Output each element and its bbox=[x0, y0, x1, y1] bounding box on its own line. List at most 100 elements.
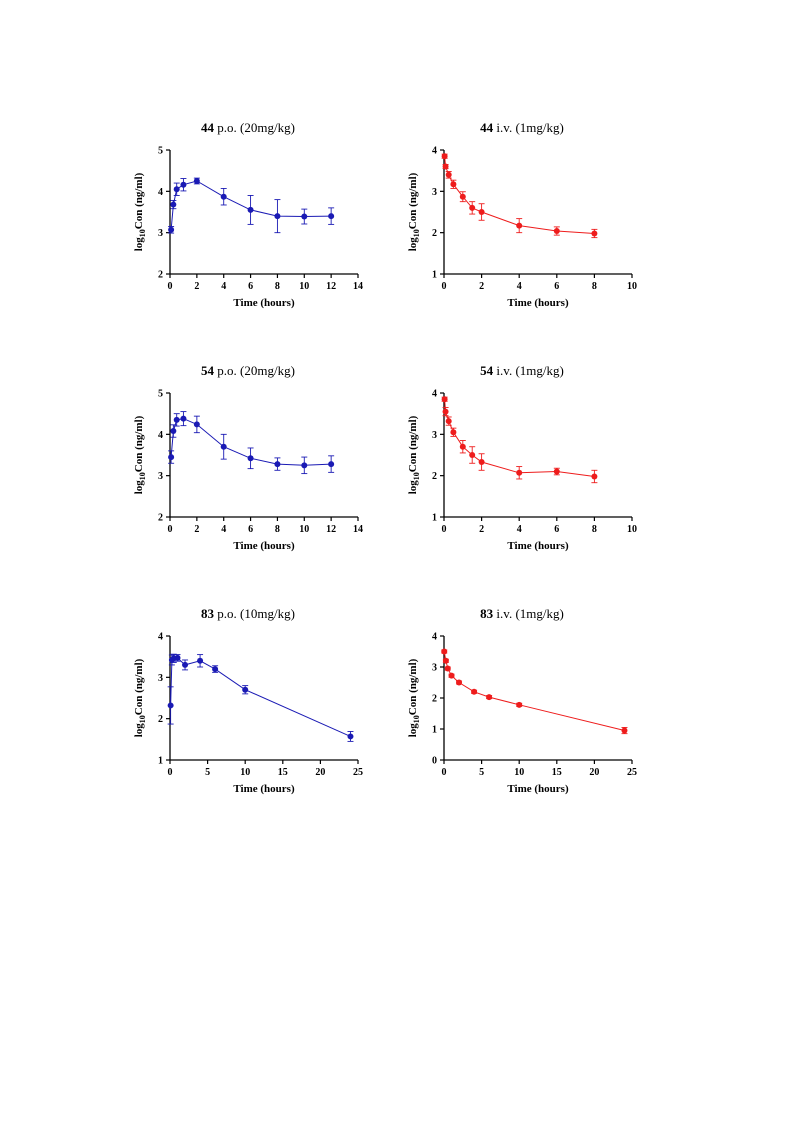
y-axis-label: log10Con (ng/ml) bbox=[133, 658, 147, 737]
x-tick-label: 2 bbox=[194, 524, 199, 535]
data-point bbox=[486, 694, 493, 701]
compound-label: 44 bbox=[480, 120, 494, 135]
compound-label: 44 bbox=[201, 120, 215, 135]
data-point bbox=[516, 469, 523, 476]
x-axis-label: Time (hours) bbox=[233, 297, 295, 309]
x-tick-label: 6 bbox=[248, 281, 253, 292]
data-point bbox=[621, 727, 628, 734]
data-point bbox=[445, 418, 452, 425]
data-point bbox=[445, 171, 452, 178]
x-tick-label: 12 bbox=[326, 281, 336, 292]
x-axis-label: Time (hours) bbox=[507, 297, 569, 309]
data-point bbox=[469, 452, 476, 458]
x-tick-label: 25 bbox=[353, 767, 363, 778]
route-label: p.o. (20mg/kg) bbox=[217, 120, 295, 135]
compound-label: 83 bbox=[480, 606, 494, 621]
route-label: p.o. (10mg/kg) bbox=[217, 606, 295, 621]
y-axis-label-rest: Con (ng/ml) bbox=[407, 415, 419, 472]
x-tick-label: 14 bbox=[353, 524, 363, 535]
y-tick-label: 0 bbox=[432, 756, 437, 767]
x-tick-label: 6 bbox=[248, 524, 253, 535]
y-tick-label: 4 bbox=[432, 389, 437, 400]
y-tick-label: 1 bbox=[158, 756, 163, 767]
data-point bbox=[450, 429, 457, 436]
y-axis-label-main: log bbox=[133, 480, 145, 495]
y-tick-label: 2 bbox=[432, 694, 437, 705]
x-tick-label: 4 bbox=[221, 524, 226, 535]
data-point bbox=[516, 222, 523, 229]
data-point bbox=[168, 226, 175, 233]
data-point bbox=[301, 462, 308, 469]
chart-54-po: 54 p.o. (20mg/kg) 2 3 4 5 0 2 4 6 8 10 12 14 Time (h… bbox=[128, 363, 368, 573]
data-point bbox=[274, 213, 281, 220]
y-tick-label: 3 bbox=[432, 663, 437, 674]
x-tick-label: 10 bbox=[627, 281, 637, 292]
data-point bbox=[167, 702, 174, 709]
data-point bbox=[193, 178, 200, 184]
data-point bbox=[441, 648, 448, 655]
chart-54-iv: 54 i.v. (1mg/kg) 1 2 3 4 0 2 4 6 8 10 Time (hours)… bbox=[402, 363, 642, 573]
y-tick-label: 3 bbox=[158, 471, 163, 482]
data-point bbox=[274, 461, 281, 468]
series-line bbox=[170, 418, 332, 466]
x-tick-label: 0 bbox=[442, 524, 447, 535]
y-axis-label-rest: Con (ng/ml) bbox=[407, 658, 419, 715]
data-point bbox=[516, 701, 523, 708]
data-point bbox=[553, 228, 560, 235]
route-label: i.v. (1mg/kg) bbox=[496, 120, 564, 135]
data-point bbox=[242, 686, 249, 693]
data-point bbox=[459, 443, 466, 450]
data-point bbox=[193, 421, 200, 428]
x-tick-label: 4 bbox=[517, 281, 522, 292]
series-line bbox=[170, 180, 332, 230]
data-point bbox=[444, 665, 451, 672]
x-tick-label: 10 bbox=[299, 524, 309, 535]
data-point bbox=[442, 408, 449, 415]
data-point bbox=[441, 396, 448, 403]
x-tick-label: 2 bbox=[479, 281, 484, 292]
x-axis-label: Time (hours) bbox=[507, 540, 569, 552]
data-point bbox=[182, 661, 189, 668]
x-tick-label: 25 bbox=[627, 767, 637, 778]
data-point bbox=[347, 733, 354, 740]
data-point bbox=[553, 468, 560, 475]
y-tick-label: 4 bbox=[432, 632, 437, 643]
y-tick-label: 5 bbox=[158, 146, 163, 157]
data-point bbox=[469, 204, 476, 211]
y-axis-label-main: log bbox=[133, 723, 145, 738]
chart-83-po: 83 p.o. (10mg/kg) 1 2 3 4 0 5 10 15 20 25 Time (ho… bbox=[128, 606, 368, 816]
y-tick-label: 4 bbox=[158, 430, 163, 441]
x-tick-label: 20 bbox=[315, 767, 325, 778]
y-axis-label-main: log bbox=[407, 480, 419, 495]
data-point bbox=[220, 193, 227, 200]
y-tick-label: 4 bbox=[158, 632, 163, 643]
y-tick-label: 2 bbox=[158, 714, 163, 725]
y-axis-label-subscript: 10 bbox=[412, 472, 421, 480]
data-point bbox=[328, 461, 335, 468]
chart-44-iv: 44 i.v. (1mg/kg) 1 2 3 4 0 2 4 6 8 10 Time (hours)… bbox=[402, 120, 642, 330]
compound-label: 54 bbox=[201, 363, 215, 378]
x-tick-label: 10 bbox=[240, 767, 250, 778]
data-point bbox=[174, 654, 181, 661]
y-tick-label: 2 bbox=[432, 471, 437, 482]
data-point bbox=[247, 206, 254, 213]
series-line bbox=[170, 657, 351, 737]
y-axis-label-rest: Con (ng/ml) bbox=[133, 172, 145, 229]
x-tick-label: 0 bbox=[442, 767, 447, 778]
chart-title: 44 p.o. (20mg/kg) bbox=[128, 120, 368, 136]
y-axis-label-subscript: 10 bbox=[138, 472, 147, 480]
y-axis-label-rest: Con (ng/ml) bbox=[133, 415, 145, 472]
x-tick-label: 4 bbox=[221, 281, 226, 292]
y-tick-label: 3 bbox=[432, 430, 437, 441]
chart-title: 54 i.v. (1mg/kg) bbox=[402, 363, 642, 379]
data-point bbox=[328, 213, 335, 220]
x-tick-label: 5 bbox=[479, 767, 484, 778]
data-point bbox=[212, 666, 219, 673]
data-point bbox=[180, 181, 187, 188]
y-axis-label-main: log bbox=[133, 237, 145, 252]
route-label: i.v. (1mg/kg) bbox=[496, 606, 564, 621]
